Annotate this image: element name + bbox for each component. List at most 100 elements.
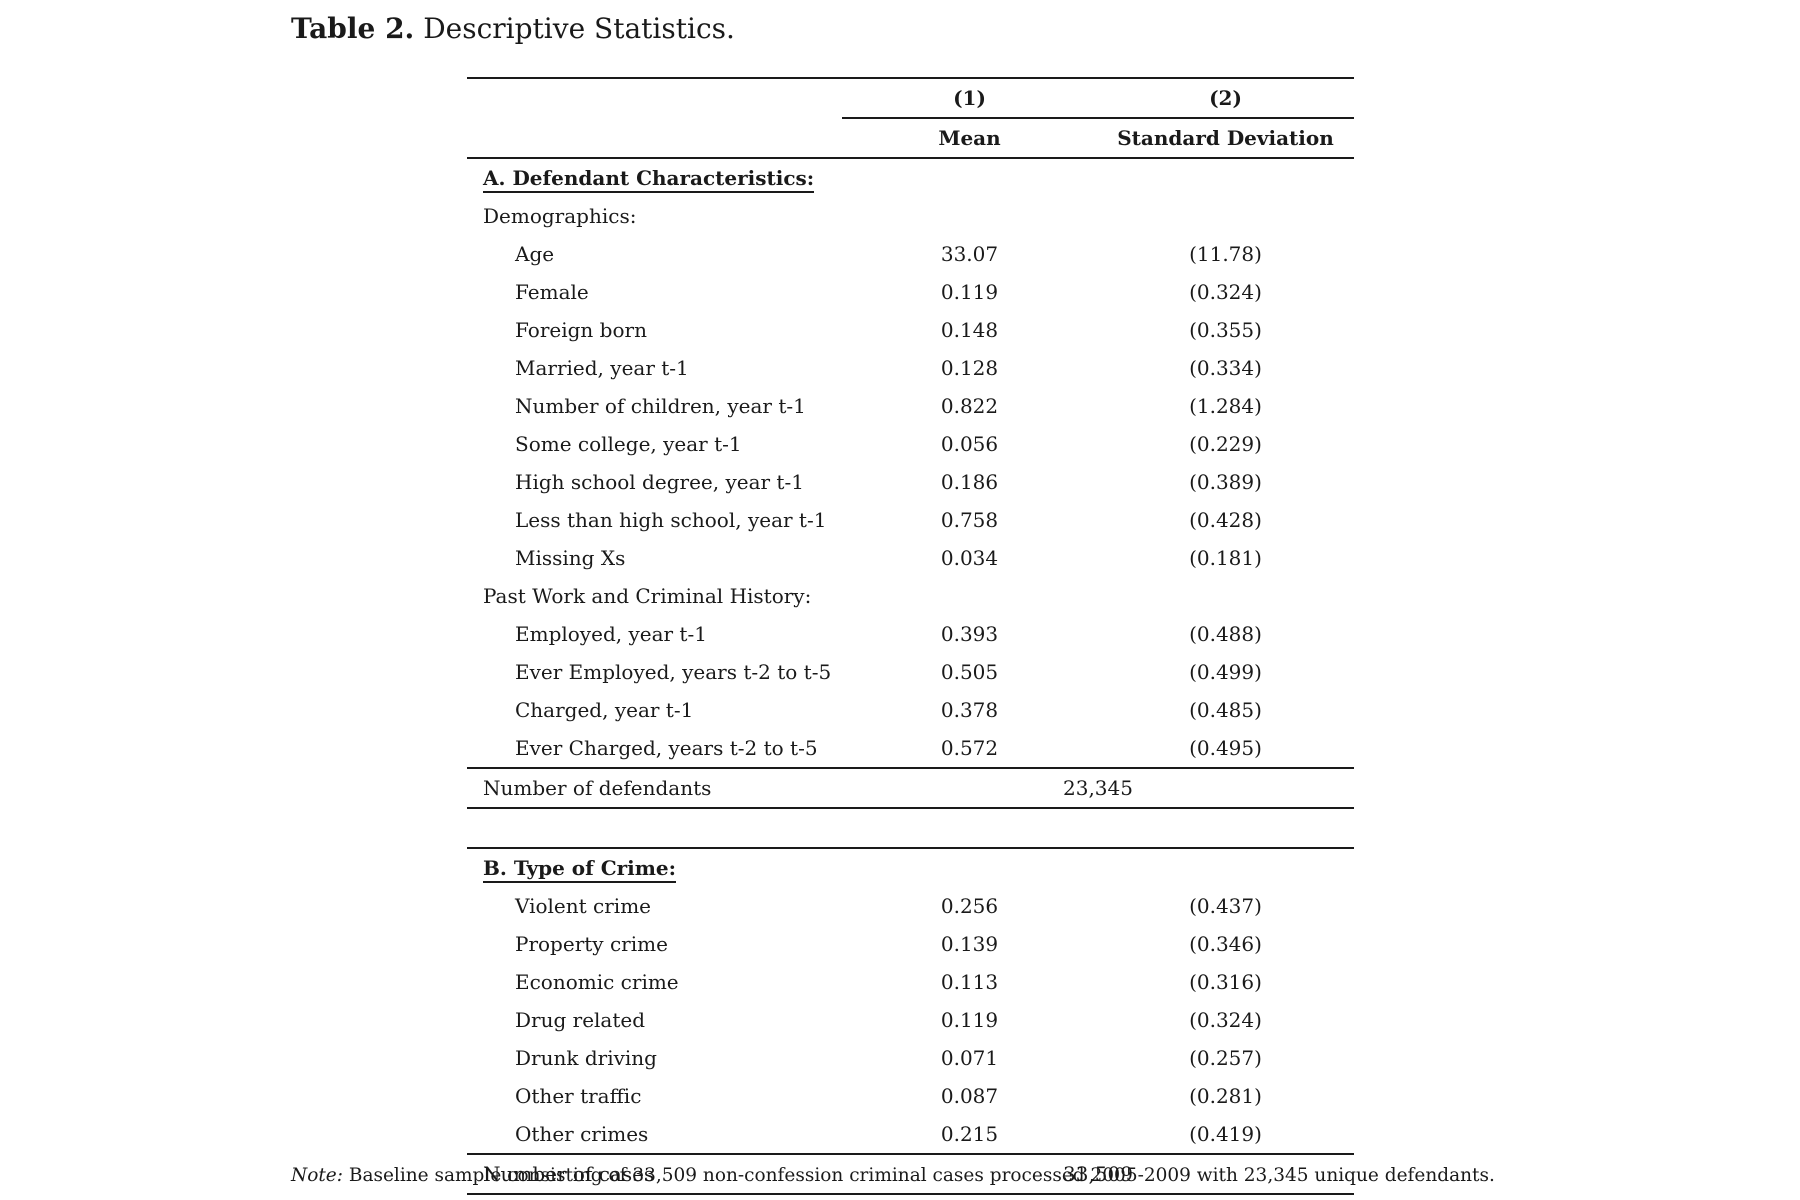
table-row: Number of children, year t-1 0.822 (1.284): [467, 387, 1354, 425]
table-row: Charged, year t-1 0.378 (0.485): [467, 691, 1354, 729]
table-row: Female 0.119 (0.324): [467, 273, 1354, 311]
variable-label: Some college, year t-1: [515, 432, 742, 456]
table-row: Ever Employed, years t-2 to t-5 0.505 (0.4…: [467, 653, 1354, 691]
table-row: Age 33.07 (11.78): [467, 235, 1354, 273]
note-label: Note:: [291, 1165, 343, 1186]
sd-value: (0.485): [1189, 698, 1262, 722]
variable-label: Charged, year t-1: [515, 698, 694, 722]
header-blank-cell: [467, 118, 842, 159]
mean-value: 0.822: [940, 394, 999, 418]
panel-a-heading-text: A. Defendant Characteristics:: [483, 166, 815, 193]
variable-label: Drunk driving: [515, 1046, 657, 1070]
variable-label: Age: [515, 242, 555, 266]
variable-label: Drug related: [515, 1008, 646, 1032]
sd-value: (11.78): [1189, 242, 1262, 266]
mean-value: 0.056: [940, 432, 999, 456]
variable-label: Less than high school, year t-1: [515, 508, 827, 532]
table-caption-label: Table 2.: [291, 12, 415, 45]
column-number-1: (1): [842, 77, 1097, 118]
empty-cell: [1097, 848, 1354, 887]
mean-value: 0.113: [940, 970, 999, 994]
variable-label: Foreign born: [515, 318, 647, 342]
defendants-total-value: 23,345: [842, 767, 1354, 808]
mean-value: 0.119: [940, 1008, 999, 1032]
sd-value: (0.495): [1189, 736, 1262, 760]
panel-a-heading: A. Defendant Characteristics:: [467, 158, 1354, 197]
table-row: Other traffic 0.087 (0.281): [467, 1077, 1354, 1115]
variable-label: Violent crime: [515, 894, 651, 918]
mean-value: 0.758: [940, 508, 999, 532]
table-caption: Table 2. Descriptive Statistics.: [291, 12, 735, 45]
sd-value: (0.389): [1189, 470, 1262, 494]
table-row: Less than high school, year t-1 0.758 (0.4…: [467, 501, 1354, 539]
table-row: Ever Charged, years t-2 to t-5 0.572 (0.49…: [467, 729, 1354, 768]
mean-value: 0.256: [940, 894, 999, 918]
header-blank-cell: [467, 77, 842, 118]
table-caption-title: Descriptive Statistics.: [423, 12, 735, 45]
variable-label: Missing Xs: [515, 546, 626, 570]
mean-value: 0.128: [940, 356, 999, 380]
mean-value: 0.572: [940, 736, 999, 760]
sd-value: (0.499): [1189, 660, 1262, 684]
sd-value: (0.334): [1189, 356, 1262, 380]
empty-cell: [842, 158, 1097, 197]
table-row: High school degree, year t-1 0.186 (0.389): [467, 463, 1354, 501]
column-name-sd: Standard Deviation: [1097, 117, 1354, 159]
variable-label: High school degree, year t-1: [515, 470, 804, 494]
table-row: Foreign born 0.148 (0.355): [467, 311, 1354, 349]
empty-cell: [842, 848, 1097, 887]
panel-b-heading-cell: B. Type of Crime:: [467, 848, 842, 887]
variable-label: Other crimes: [515, 1122, 649, 1146]
table-row: Some college, year t-1 0.056 (0.229): [467, 425, 1354, 463]
empty-cell: [1097, 158, 1354, 197]
double-rule-cell: [467, 807, 1354, 849]
mean-value: 0.148: [940, 318, 999, 342]
subsection-label: Past Work and Criminal History:: [483, 584, 812, 608]
table-row: Violent crime 0.256 (0.437): [467, 887, 1354, 925]
variable-label: Married, year t-1: [515, 356, 689, 380]
table-row: Married, year t-1 0.128 (0.334): [467, 349, 1354, 387]
table-row: Employed, year t-1 0.393 (0.488): [467, 615, 1354, 653]
variable-label: Ever Employed, years t-2 to t-5: [515, 660, 832, 684]
table-row: Missing Xs 0.034 (0.181): [467, 539, 1354, 577]
note-text: Baseline sample consisting of 33,509 non…: [348, 1165, 1495, 1186]
column-number-2: (2): [1097, 77, 1354, 118]
variable-label: Female: [515, 280, 589, 304]
table-row: Drunk driving 0.071 (0.257): [467, 1039, 1354, 1077]
sd-value: (0.324): [1189, 1008, 1262, 1032]
sd-value: (0.229): [1189, 432, 1262, 456]
variable-label: Number of children, year t-1: [515, 394, 806, 418]
empty-cell: [842, 197, 1097, 235]
sd-value: (0.316): [1189, 970, 1262, 994]
table-row: Property crime 0.139 (0.346): [467, 925, 1354, 963]
panel-b-heading-text: B. Type of Crime:: [483, 856, 677, 883]
empty-cell: [842, 577, 1097, 615]
sd-value: (0.181): [1189, 546, 1262, 570]
mean-value: 0.034: [940, 546, 999, 570]
empty-cell: [1097, 577, 1354, 615]
mean-value: 0.215: [940, 1122, 999, 1146]
subsection-row: Past Work and Criminal History:: [467, 577, 1354, 615]
column-number-row: (1) (2): [467, 77, 1354, 118]
variable-label: Other traffic: [515, 1084, 642, 1108]
mean-value: 0.071: [940, 1046, 999, 1070]
double-rule-separator: [467, 807, 1354, 849]
sd-value: (0.488): [1189, 622, 1262, 646]
sd-value: (1.284): [1189, 394, 1262, 418]
table-row: Economic crime 0.113 (0.316): [467, 963, 1354, 1001]
sd-value: (0.257): [1189, 1046, 1262, 1070]
empty-cell: [1097, 197, 1354, 235]
subsection-label: Demographics:: [483, 204, 637, 228]
cases-total-value: 33,509: [842, 1153, 1354, 1195]
defendants-total: Number of defendants 23,345: [467, 767, 1354, 808]
column-name-row: Mean Standard Deviation: [467, 117, 1354, 159]
sd-value: (0.437): [1189, 894, 1262, 918]
defendants-total-label: Number of defendants: [467, 767, 842, 808]
cases-total: Number of cases 33,509: [467, 1153, 1354, 1195]
sd-value: (0.281): [1189, 1084, 1262, 1108]
subsection-row: Demographics:: [467, 197, 1354, 235]
table-row: Drug related 0.119 (0.324): [467, 1001, 1354, 1039]
mean-value: 0.378: [940, 698, 999, 722]
variable-label: Employed, year t-1: [515, 622, 707, 646]
sd-value: (0.346): [1189, 932, 1262, 956]
